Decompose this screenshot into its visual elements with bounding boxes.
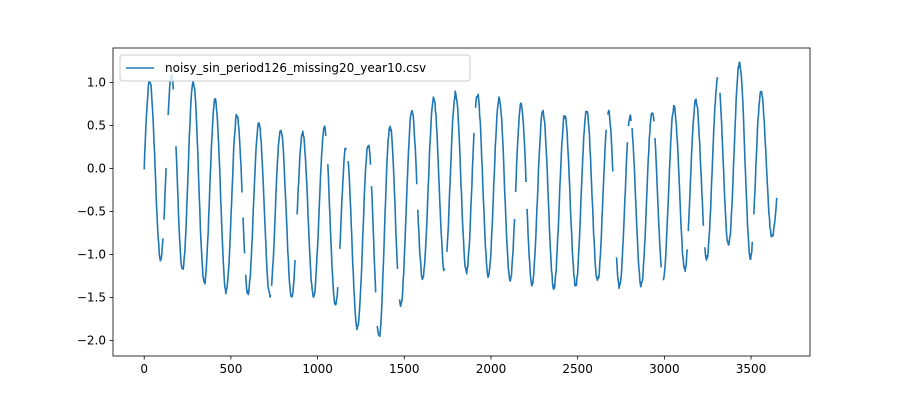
y-tick-label: 1.0 — [87, 75, 106, 89]
x-axis: 0 500 1000 1500 2000 2500 3000 3500 — [140, 356, 766, 376]
x-tick-label: 500 — [219, 362, 242, 376]
x-tick-label: 3500 — [736, 362, 767, 376]
y-tick-label: −1.0 — [77, 247, 106, 261]
legend-label: noisy_sin_period126_missing20_year10.csv — [165, 61, 426, 75]
plot-frame — [112, 47, 811, 357]
y-tick-label: −0.5 — [77, 204, 106, 218]
x-tick-label: 2000 — [476, 362, 507, 376]
series-line — [143, 61, 778, 338]
x-tick-label: 1500 — [389, 362, 420, 376]
y-axis: −2.0 −1.5 −1.0 −0.5 0.0 0.5 1.0 — [77, 75, 113, 348]
x-tick-label: 1000 — [302, 362, 333, 376]
x-tick-label: 2500 — [562, 362, 593, 376]
y-tick-label: −2.0 — [77, 334, 106, 348]
y-tick-label: 0.0 — [87, 161, 106, 175]
x-tick-label: 3000 — [649, 362, 680, 376]
legend-box — [119, 54, 471, 82]
x-tick-label: 0 — [140, 362, 148, 376]
y-tick-label: 0.5 — [87, 118, 106, 132]
y-tick-label: −1.5 — [77, 290, 106, 304]
legend: noisy_sin_period126_missing20_year10.csv — [119, 54, 471, 82]
